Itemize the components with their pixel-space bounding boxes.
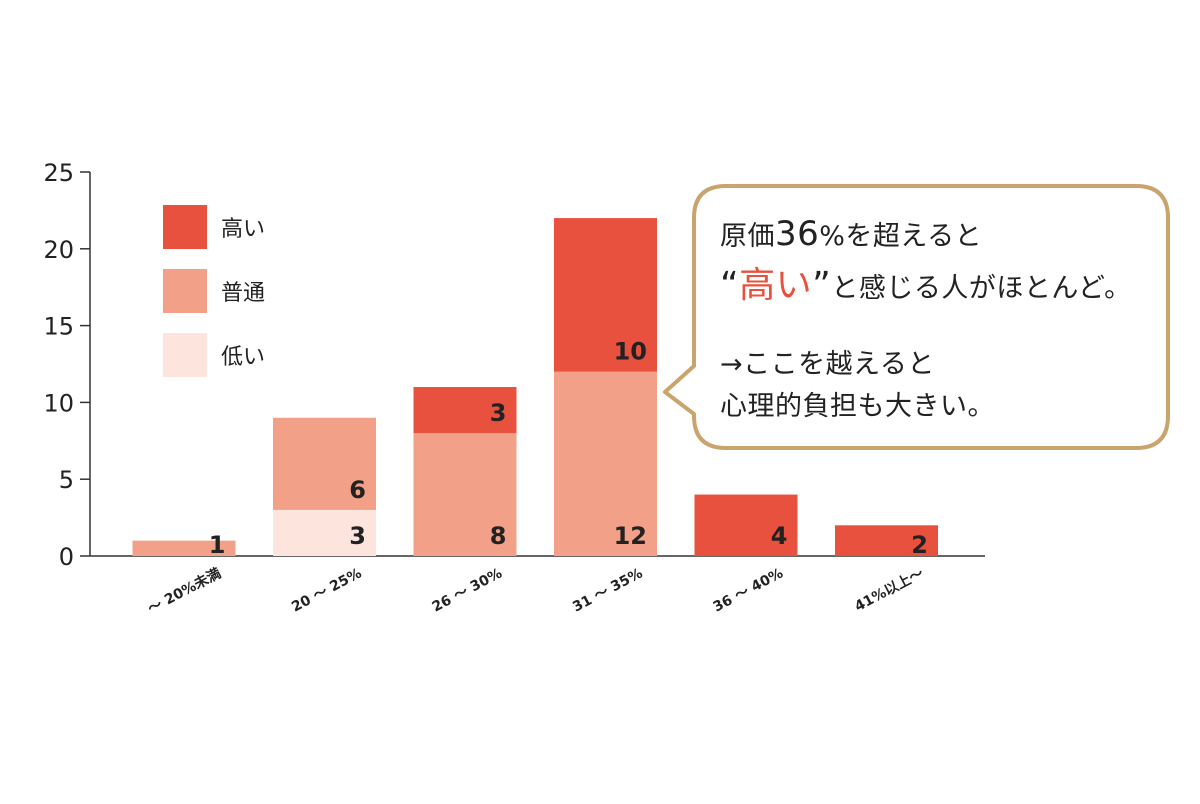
bar-segment: [694, 494, 798, 556]
bar-segment: [554, 371, 657, 556]
y-tick-label: 20: [43, 236, 74, 264]
legend-swatch: [163, 205, 207, 249]
data-labels: 1 3 6 8 3 12 10 4 2: [209, 338, 928, 559]
legend-label: 普通: [221, 281, 265, 306]
x-tick-label: 36 〜 40%: [711, 565, 786, 615]
x-tick-label: 31 〜 35%: [570, 565, 645, 615]
y-tick-label: 25: [43, 159, 74, 187]
y-tick-label: 5: [59, 466, 74, 494]
callout-line-3: →ここを越えると: [720, 349, 935, 380]
legend-label: 低い: [221, 345, 265, 370]
callout-line-2: “高い”と感じる人がほとんど。: [720, 256, 1132, 308]
callout-text: 原価36%を超えると “高い”と感じる人がほとんど。 →ここを越えると 心理的負…: [694, 186, 1168, 448]
callout-line-1: 原価36%を超えると: [720, 214, 982, 254]
bar-value-label: 6: [349, 476, 366, 504]
y-tick-label: 15: [43, 313, 74, 341]
callout-open-quote: “: [720, 265, 740, 306]
callout-line-1b: 36: [775, 214, 820, 254]
callout-line-1a: 原価: [720, 221, 775, 252]
callout-line-4: 心理的負担も大きい。: [720, 391, 995, 422]
y-tick-label: 10: [43, 389, 74, 417]
bar-value-label: 1: [209, 531, 226, 559]
x-tick-label: 41%以上〜: [852, 565, 926, 615]
bar-segment: [132, 540, 236, 556]
bar-value-label: 3: [349, 522, 366, 550]
x-tick-label: 〜 20%未満: [145, 565, 224, 618]
bar-value-label: 10: [614, 338, 647, 366]
callout-highlight: 高い: [739, 265, 813, 306]
bar-value-label: 3: [490, 399, 507, 427]
bar-value-label: 12: [614, 522, 647, 550]
bar-segment: [273, 509, 376, 556]
bar-segment: [413, 387, 517, 434]
bars: [132, 218, 938, 556]
bar-segment: [835, 525, 938, 556]
bar-segment: [554, 218, 657, 372]
legend-swatch: [163, 333, 207, 377]
callout-bubble: [663, 184, 1170, 450]
bar-segment: [273, 417, 376, 510]
callout-line-2-rest: と感じる人がほとんど。: [831, 273, 1132, 304]
callout-close-quote: ”: [812, 265, 832, 306]
bar-value-label: 8: [490, 522, 507, 550]
bar-value-label: 2: [911, 531, 928, 559]
bar-segment: [413, 433, 517, 556]
legend-swatch: [163, 269, 207, 313]
callout-line-1c: %を超えると: [819, 221, 983, 252]
x-tick-label: 26 〜 30%: [430, 565, 505, 615]
y-tick-label: 0: [59, 543, 74, 571]
bar-value-label: 4: [771, 522, 788, 550]
legend-label: 高い: [221, 217, 265, 242]
x-tick-label: 20 〜 25%: [289, 565, 364, 615]
